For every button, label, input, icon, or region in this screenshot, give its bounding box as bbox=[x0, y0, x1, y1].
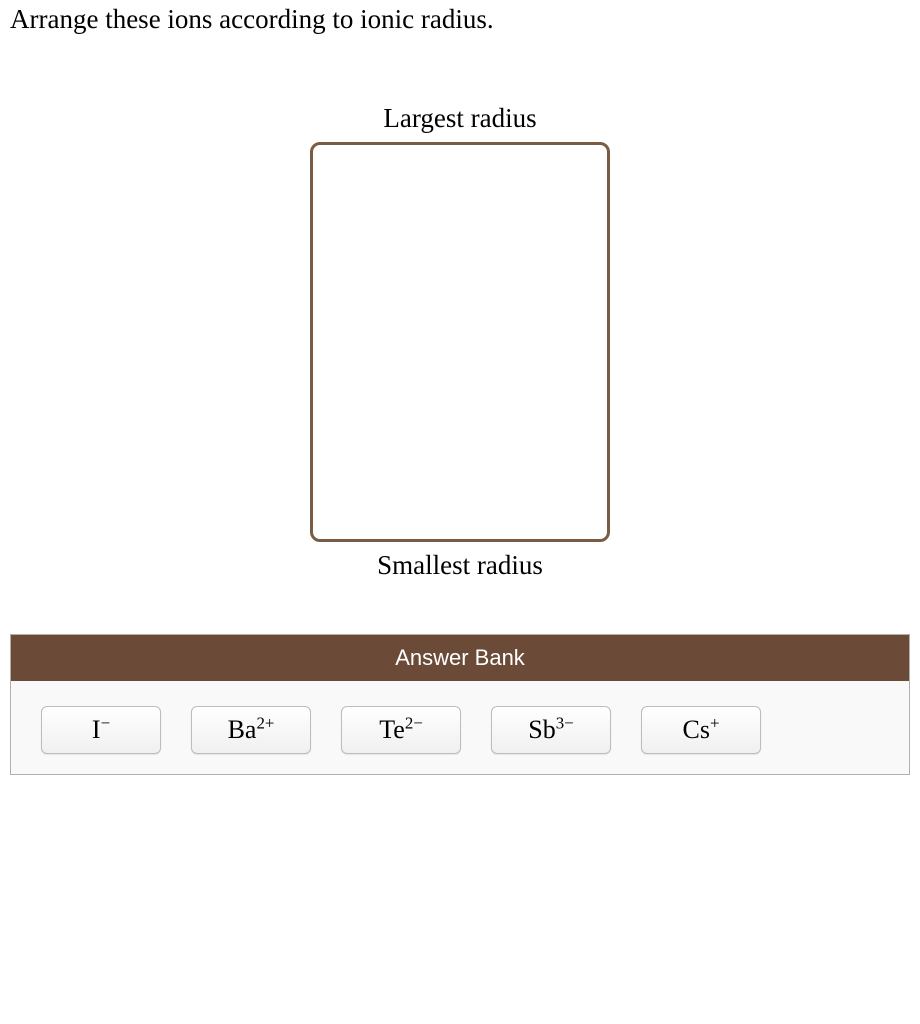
ion-charge: 2− bbox=[405, 713, 423, 732]
ion-base: I bbox=[92, 715, 101, 744]
answer-bank-panel: Answer Bank I− Ba2+ Te2− Sb3− Cs+ bbox=[10, 634, 910, 775]
ion-tile-telluride[interactable]: Te2− bbox=[341, 706, 461, 754]
ion-base: Ba bbox=[228, 715, 257, 744]
largest-radius-label: Largest radius bbox=[383, 103, 536, 134]
ion-base: Cs bbox=[683, 715, 710, 744]
ion-tile-iodide[interactable]: I− bbox=[41, 706, 161, 754]
ion-charge: 3− bbox=[556, 713, 574, 732]
question-prompt: Arrange these ions according to ionic ra… bbox=[0, 0, 920, 35]
ion-tile-cesium[interactable]: Cs+ bbox=[641, 706, 761, 754]
ion-charge: + bbox=[710, 713, 720, 732]
smallest-radius-label: Smallest radius bbox=[377, 550, 543, 581]
ion-base: Te bbox=[379, 715, 405, 744]
ion-tile-antimonide[interactable]: Sb3− bbox=[491, 706, 611, 754]
ion-base: Sb bbox=[528, 715, 555, 744]
ion-tile-barium[interactable]: Ba2+ bbox=[191, 706, 311, 754]
ion-charge: − bbox=[101, 713, 111, 732]
answer-bank-header: Answer Bank bbox=[11, 635, 909, 681]
answer-bank-body: I− Ba2+ Te2− Sb3− Cs+ bbox=[11, 681, 909, 774]
ranking-drop-zone[interactable] bbox=[310, 142, 610, 542]
ranking-area: Largest radius Smallest radius bbox=[0, 95, 920, 589]
ion-charge: 2+ bbox=[256, 713, 274, 732]
